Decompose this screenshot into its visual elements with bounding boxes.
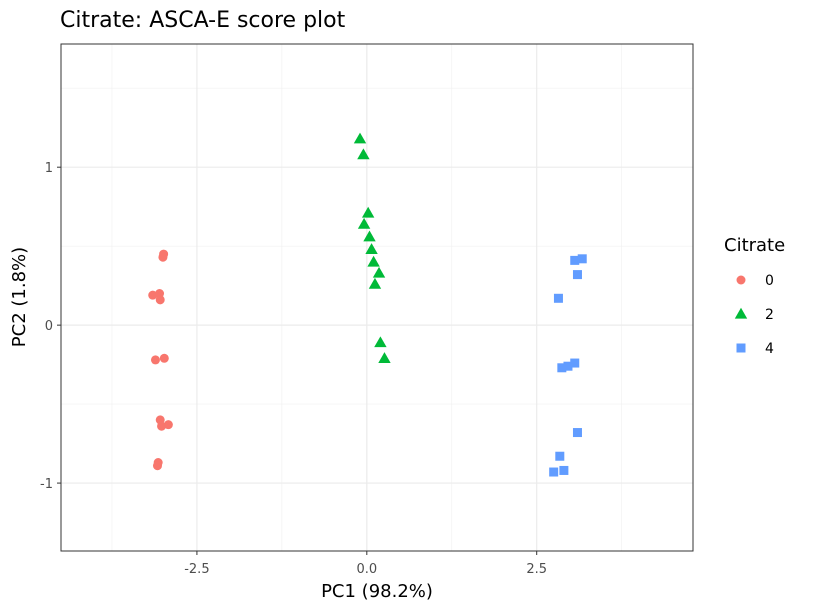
legend: Citrate 0 2 4 (724, 235, 785, 357)
data-points (148, 132, 587, 477)
data-point (572, 270, 582, 280)
data-point (557, 363, 567, 373)
y-tick-label: -1 (40, 477, 53, 492)
legend-title: Citrate (724, 235, 785, 256)
x-tick-label: -2.5 (184, 562, 209, 577)
data-point (559, 465, 569, 475)
data-point (155, 295, 165, 305)
data-point (378, 352, 391, 363)
data-point (368, 277, 382, 289)
x-tick-label: 0.0 (356, 562, 377, 577)
x-tick-label: 2.5 (526, 562, 547, 577)
data-point (353, 132, 367, 144)
grid (61, 44, 693, 551)
y-tick-label: 0 (45, 319, 53, 334)
data-point (152, 461, 162, 471)
legend-key-4 (736, 343, 746, 353)
data-point (577, 254, 587, 264)
legend-key-2 (734, 307, 748, 319)
chart-title: Citrate: ASCA-E score plot (60, 8, 346, 33)
data-point (150, 355, 160, 365)
data-point (553, 293, 563, 303)
plot-border (60, 43, 694, 552)
data-point (549, 467, 559, 477)
series-2 (353, 132, 391, 363)
y-tick-label: 1 (45, 161, 53, 176)
data-point (158, 252, 168, 262)
data-point (361, 206, 375, 218)
data-point (365, 243, 378, 254)
data-point (563, 361, 573, 371)
data-point (157, 421, 167, 431)
data-point (148, 290, 158, 300)
legend-keys: 0 2 4 (734, 273, 774, 357)
data-point (572, 428, 582, 438)
data-point (570, 358, 580, 368)
data-point (555, 451, 565, 461)
series-4 (549, 254, 587, 477)
y-axis-title: PC2 (1.8%) (9, 247, 30, 347)
data-point (374, 336, 387, 348)
data-point (357, 217, 371, 229)
axis-ticks: -2.5 0.0 2.5 -1 0 1 (40, 161, 547, 577)
series-0 (148, 249, 173, 471)
legend-label: 4 (765, 341, 774, 357)
data-point (570, 255, 580, 265)
data-point (163, 420, 173, 430)
x-axis-title: PC1 (98.2%) (321, 581, 433, 602)
legend-label: 0 (765, 273, 774, 289)
data-point (372, 266, 386, 278)
data-point (357, 148, 370, 160)
data-point (367, 255, 380, 267)
data-point (363, 230, 376, 242)
data-point (159, 353, 169, 363)
plot-panel (61, 44, 693, 551)
legend-label: 2 (765, 307, 774, 323)
legend-key-0 (736, 275, 746, 285)
